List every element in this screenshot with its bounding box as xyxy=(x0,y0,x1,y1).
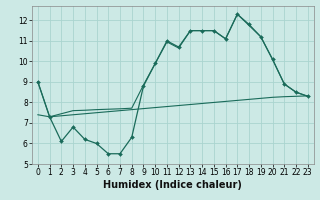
X-axis label: Humidex (Indice chaleur): Humidex (Indice chaleur) xyxy=(103,180,242,190)
